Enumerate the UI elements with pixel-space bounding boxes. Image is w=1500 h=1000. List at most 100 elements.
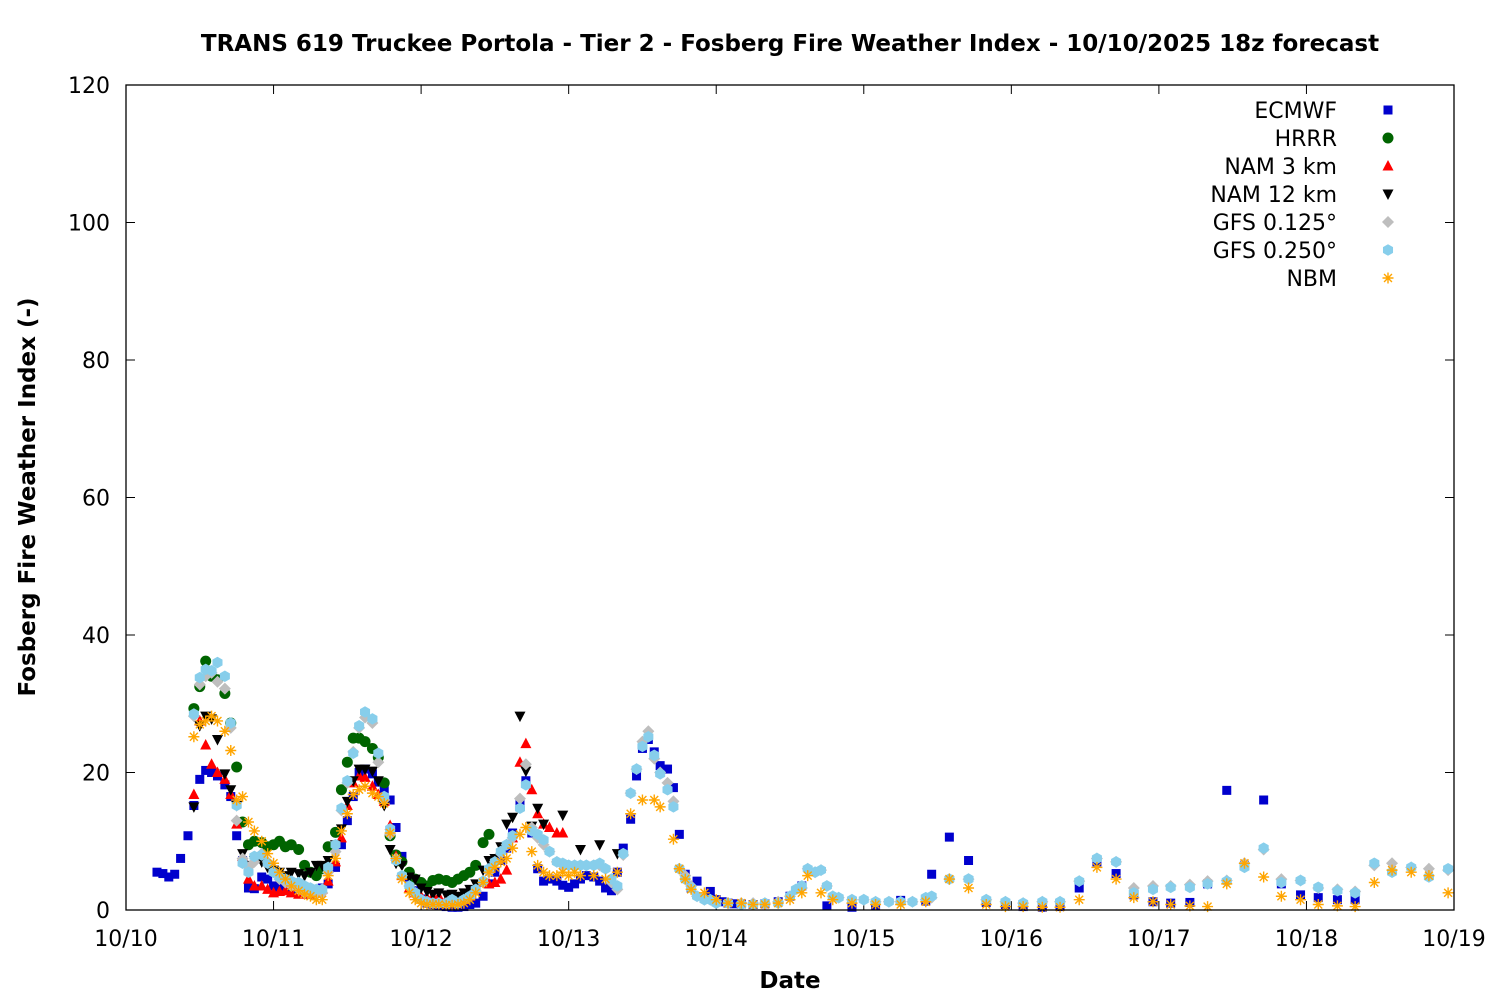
data-point-gfs-0-250 <box>662 783 673 796</box>
data-point-gfs-0-250 <box>668 801 679 813</box>
data-point-nbm <box>1258 871 1270 883</box>
data-point-nbm <box>722 897 734 909</box>
data-point-nbm <box>563 870 575 882</box>
data-point-nbm <box>310 894 322 906</box>
data-point-nam-12-km <box>557 810 569 822</box>
data-point-nam-12-km <box>458 888 470 899</box>
legend-label: HRRR <box>1275 127 1337 152</box>
data-point-gfs-0-250 <box>1091 852 1102 865</box>
data-point-gfs-0-250 <box>649 749 660 762</box>
data-point-nbm <box>784 894 796 906</box>
data-point-nam-12-km <box>409 874 421 886</box>
series-gfs-0-250 <box>188 656 1454 911</box>
x-tick-label: 10/17 <box>1127 927 1190 952</box>
data-point-nbm <box>335 825 347 837</box>
x-tick-label: 10/12 <box>389 927 452 952</box>
data-point-gfs-0-250 <box>631 763 642 775</box>
data-point-nam-3-km <box>335 831 347 843</box>
data-point-ecmwf <box>176 853 186 863</box>
data-point-ecmwf <box>220 780 230 790</box>
data-point-nbm <box>285 880 297 892</box>
data-point-ecmwf <box>158 869 168 879</box>
data-point-nbm <box>673 863 685 875</box>
data-point-ecmwf <box>581 871 591 881</box>
data-point-ecmwf <box>655 761 665 771</box>
data-point-nbm <box>1221 878 1233 890</box>
data-point-nbm <box>390 852 402 864</box>
data-point-gfs-0-250 <box>883 895 894 908</box>
data-point-nam-3-km <box>489 876 501 887</box>
x-tick-label: 10/13 <box>537 927 600 952</box>
data-point-nbm <box>188 731 200 743</box>
data-point-gfs-0-250 <box>194 671 205 684</box>
data-point-nbm <box>211 715 223 727</box>
data-point-nbm <box>588 870 600 882</box>
y-tick-label: 60 <box>82 487 110 512</box>
data-point-nbm <box>396 873 408 885</box>
data-point-nbm <box>378 797 390 809</box>
data-point-nbm <box>1128 892 1140 904</box>
data-point-ecmwf <box>632 771 642 781</box>
data-point-nbm <box>262 848 274 860</box>
data-point-nbm <box>341 808 353 820</box>
data-point-nbm <box>625 808 637 820</box>
data-point-nbm <box>1184 900 1196 912</box>
legend-label: NAM 12 km <box>1210 183 1337 208</box>
data-point-hrrr <box>341 756 353 768</box>
data-point-gfs-0-250 <box>237 857 248 870</box>
data-point-nam-12-km <box>219 769 231 780</box>
data-point-nbm <box>1331 900 1343 912</box>
data-point-ecmwf <box>564 882 574 892</box>
data-point-ecmwf <box>183 831 193 841</box>
data-point-nbm <box>409 894 421 906</box>
data-point-ecmwf <box>336 840 346 850</box>
data-point-ecmwf <box>705 886 715 896</box>
data-point-nbm <box>489 861 501 873</box>
data-point-ecmwf <box>1313 893 1323 903</box>
data-point-nam-3-km <box>248 879 260 891</box>
data-point-nbm <box>747 899 759 910</box>
chart-title: TRANS 619 Truckee Portola - Tier 2 - Fos… <box>201 31 1379 57</box>
data-point-nbm <box>569 866 581 878</box>
data-point-gfs-0-250 <box>625 787 636 799</box>
data-point-gfs-0-250 <box>796 880 807 892</box>
data-point-nam-3-km <box>279 884 291 896</box>
data-point-nbm <box>815 887 827 899</box>
data-point-gfs-0-250 <box>514 802 525 815</box>
data-point-nbm <box>458 897 470 909</box>
data-point-nbm <box>225 745 237 756</box>
data-point-nam-3-km <box>211 766 223 777</box>
data-point-hrrr <box>477 837 489 849</box>
data-point-nam-12-km <box>211 735 223 746</box>
data-point-nbm <box>1386 864 1398 876</box>
data-point-gfs-0-250 <box>1202 878 1213 890</box>
data-point-ecmwf <box>1074 883 1084 893</box>
data-point-gfs-0-250 <box>538 834 549 846</box>
data-point-gfs-0-125 <box>230 814 243 827</box>
data-point-nbm <box>943 873 955 885</box>
data-point-ecmwf <box>606 886 616 896</box>
data-point-gfs-0-125 <box>218 682 231 695</box>
data-point-nbm <box>501 852 513 864</box>
data-point-nbm <box>273 866 285 878</box>
data-point-nbm <box>543 870 555 882</box>
data-point-nbm <box>495 856 507 868</box>
data-point-nam-12-km <box>341 796 353 808</box>
data-point-nbm <box>507 842 519 854</box>
data-point-nbm <box>421 899 433 910</box>
data-point-nam-12-km <box>225 785 237 796</box>
series-ecmwf <box>152 735 1360 912</box>
data-points <box>152 655 1455 913</box>
data-point-gfs-0-250 <box>612 880 623 892</box>
data-point-hrrr <box>470 859 482 871</box>
legend-label: NBM <box>1286 267 1337 292</box>
legend-marker <box>1382 160 1394 171</box>
data-point-ecmwf <box>478 891 488 901</box>
data-point-ecmwf <box>927 869 937 879</box>
data-point-nbm <box>1405 866 1417 878</box>
data-point-nbm <box>1295 894 1307 906</box>
legend-marker <box>1383 105 1393 115</box>
data-point-nbm <box>446 899 458 911</box>
legend-marker <box>1382 244 1394 256</box>
data-point-gfs-0-250 <box>520 779 531 791</box>
